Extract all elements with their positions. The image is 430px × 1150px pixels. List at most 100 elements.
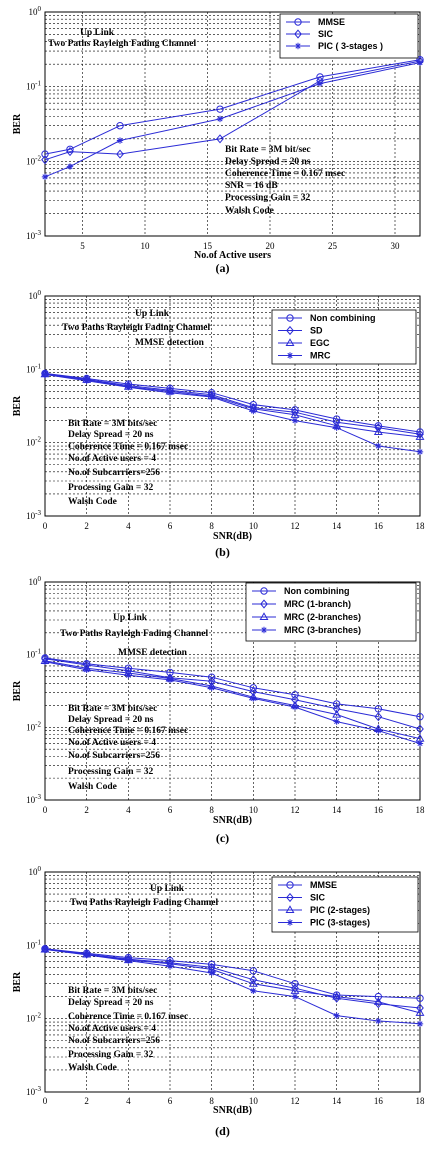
x-tick-label: 18: [416, 805, 426, 815]
parameter-label: Bit Rate = 3M bits/sec: [68, 704, 157, 714]
parameter-label: Bit Rate = 3M bits/sec: [68, 419, 157, 429]
x-tick-label: 5: [80, 241, 85, 251]
x-tick-label: 30: [391, 241, 401, 251]
data-point: [332, 704, 341, 714]
series-line: [44, 373, 421, 435]
parameter-label: Walsh Code: [225, 206, 274, 216]
series-pic-3-stages: [41, 946, 424, 1028]
x-tick-label: 16: [374, 805, 384, 815]
x-tick-label: 10: [249, 805, 259, 815]
data-point: [332, 700, 341, 708]
panel-caption: (b): [215, 545, 230, 559]
data-point: [416, 740, 424, 747]
data-point: [286, 352, 294, 359]
data-point: [125, 672, 132, 679]
data-point: [291, 993, 299, 1000]
legend-entry: EGC: [278, 338, 330, 348]
y-axis-label: BER: [12, 395, 23, 416]
panel-caption: (c): [216, 831, 229, 845]
data-point: [286, 892, 294, 903]
x-tick-label: 14: [332, 1096, 342, 1106]
data-point: [291, 417, 299, 424]
parameter-label: Coherence Time = 0.167 msec: [225, 169, 345, 179]
data-point: [415, 1008, 425, 1016]
data-point: [291, 703, 299, 711]
legend-label: PIC (2-stages): [310, 905, 370, 915]
legend: MMSE SIC PIC ( 3-stages ): [279, 13, 419, 59]
data-point: [250, 695, 257, 702]
data-point: [374, 705, 383, 713]
data-point: [41, 658, 49, 665]
data-point: [294, 18, 302, 26]
legend-entry: SIC: [286, 29, 334, 39]
parameter-label: Walsh Code: [68, 1063, 117, 1073]
data-point: [286, 919, 294, 926]
y-tick-label: 10-2: [26, 154, 41, 166]
x-tick-label: 6: [168, 521, 173, 531]
data-point: [208, 684, 215, 691]
data-point: [41, 946, 49, 953]
data-point: [285, 905, 295, 914]
data-point: [332, 709, 342, 718]
data-point: [373, 427, 383, 436]
x-tick-label: 14: [332, 805, 342, 815]
x-tick-label: 10: [141, 241, 151, 251]
data-point: [290, 986, 300, 994]
data-point: [291, 983, 299, 993]
y-tick-label: 10-2: [26, 436, 41, 448]
data-point: [116, 137, 124, 144]
parameter-label: No.of Subcarriers=256: [68, 468, 160, 478]
data-point: [125, 957, 132, 964]
legend-frame: [245, 582, 417, 642]
data-point: [416, 59, 424, 66]
data-point: [294, 29, 302, 39]
legend: Non combining MRC (1-branch) MRC (2-branch…: [245, 582, 417, 642]
legend-label: Non combining: [310, 313, 376, 323]
y-tick-label: 100: [29, 575, 42, 587]
parameter-label: No.of Subcarriers=256: [68, 751, 160, 761]
parameter-label: No.of Active users = 4: [68, 1024, 156, 1034]
data-point: [286, 881, 294, 889]
legend-entry: Non combining: [252, 586, 350, 596]
data-point: [286, 325, 294, 336]
x-tick-label: 12: [291, 805, 300, 815]
legend-label: PIC (3-stages): [310, 918, 370, 928]
data-point: [375, 1017, 382, 1025]
x-tick-label: 18: [416, 521, 426, 531]
data-point: [116, 122, 124, 130]
x-tick-label: 12: [291, 1096, 300, 1106]
data-point: [285, 338, 295, 347]
x-tick-label: 10: [249, 1096, 259, 1106]
y-tick-label: 100: [29, 5, 42, 17]
data-point: [208, 969, 215, 977]
series-line: [44, 948, 421, 999]
chart-panel-d: 0 2 4 6 8 10 12 14 16 18 100 10-1 10-2 10-3 SNR(dB) BER…: [12, 865, 425, 1138]
data-point: [332, 991, 342, 1000]
parameter-label: No.of Active users = 4: [68, 454, 156, 464]
data-point: [207, 673, 216, 681]
y-tick-label: 10-3: [26, 793, 41, 805]
parameter-label: No.of Subcarriers=256: [68, 1036, 160, 1046]
data-point: [66, 147, 74, 157]
data-point: [116, 149, 124, 159]
data-point: [374, 423, 383, 433]
parameter-label: Coherence Time = 0.167 msec: [68, 1012, 188, 1022]
data-point: [416, 429, 424, 439]
parameter-label: Processing Gain = 32: [225, 193, 310, 203]
data-point: [166, 389, 174, 396]
x-tick-label: 16: [374, 1096, 384, 1106]
data-point: [208, 393, 215, 401]
series-line: [44, 948, 421, 1025]
y-tick-label: 10-3: [26, 229, 41, 241]
x-tick-label: 15: [203, 241, 213, 251]
x-tick-label: 12: [291, 521, 300, 531]
y-tick-label: 10-2: [26, 720, 41, 732]
parameter-label: Walsh Code: [68, 497, 117, 507]
legend-entry: MRC (1-branch): [252, 599, 351, 609]
parameter-label: Processing Gain = 32: [68, 483, 153, 493]
x-tick-label: 4: [126, 805, 131, 815]
data-point: [291, 695, 299, 705]
legend-entry: PIC ( 3-stages ): [286, 41, 383, 51]
parameter-label: Processing Gain = 32: [68, 767, 153, 777]
